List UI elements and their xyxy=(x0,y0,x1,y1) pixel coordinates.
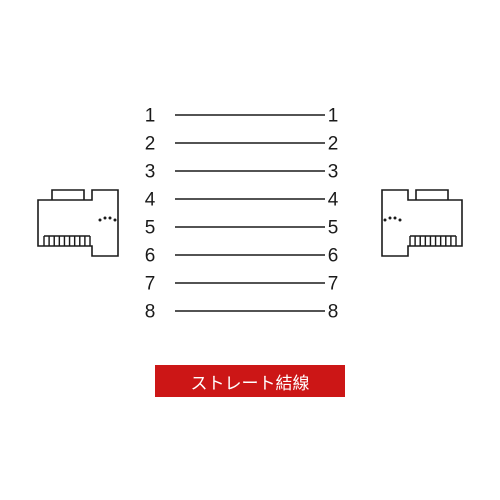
pin-number-left: 6 xyxy=(145,246,156,267)
pin-number-left: 8 xyxy=(145,302,156,323)
pin-number-left: 5 xyxy=(145,218,156,239)
wiring-type-text: ストレート結線 xyxy=(191,369,310,394)
pin-number-right: 3 xyxy=(328,162,339,183)
pin-number-left: 2 xyxy=(145,134,156,155)
pin-number-left: 1 xyxy=(145,106,156,127)
pin-number-right: 1 xyxy=(328,106,339,127)
rj45-connector-left xyxy=(38,190,118,256)
rj45-connector-right xyxy=(382,190,462,256)
pin-number-right: 2 xyxy=(328,134,339,155)
pin-number-right: 8 xyxy=(328,302,339,323)
pin-number-right: 7 xyxy=(328,274,339,295)
pin-number-right: 6 xyxy=(328,246,339,267)
pin-number-left: 7 xyxy=(145,274,156,295)
wiring-type-label: ストレート結線 xyxy=(155,365,345,397)
pin-number-left: 3 xyxy=(145,162,156,183)
pin-number-left: 4 xyxy=(145,190,156,211)
pin-number-right: 5 xyxy=(328,218,339,239)
pin-number-right: 4 xyxy=(328,190,339,211)
